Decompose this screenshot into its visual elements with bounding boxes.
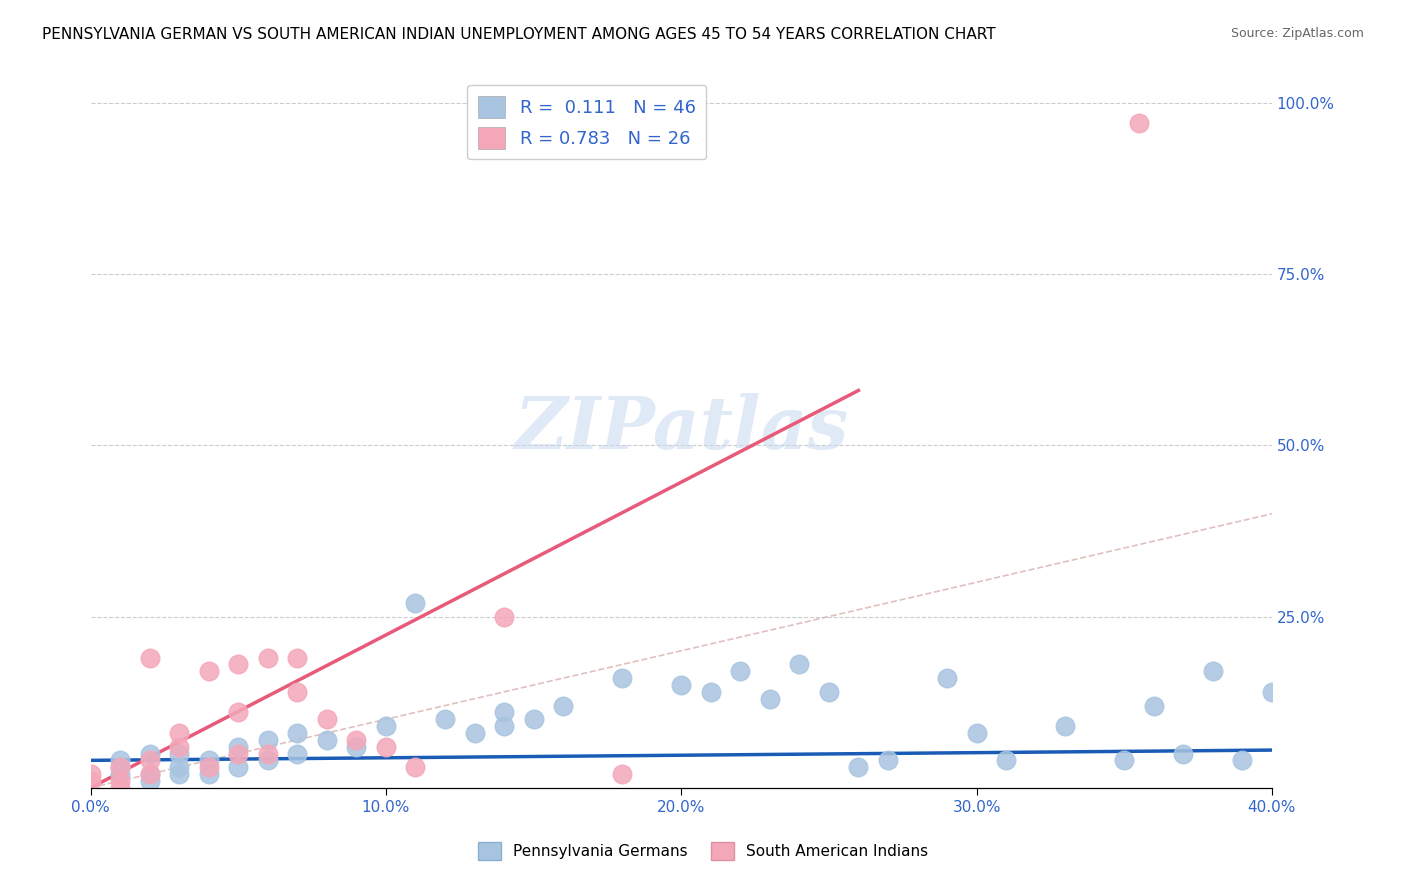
Point: [285, 685, 308, 699]
Point: [523, 712, 546, 726]
Point: [1261, 685, 1284, 699]
Point: [138, 773, 160, 788]
Point: [256, 747, 278, 761]
Point: [818, 685, 841, 699]
Point: [1143, 698, 1166, 713]
Point: [494, 719, 516, 733]
Point: [612, 767, 634, 781]
Point: [344, 732, 367, 747]
Point: [108, 767, 131, 781]
Point: [167, 767, 190, 781]
Point: [256, 732, 278, 747]
Point: [256, 753, 278, 767]
Point: [108, 773, 131, 788]
Point: [936, 671, 959, 685]
Point: [848, 760, 870, 774]
Point: [404, 596, 426, 610]
Point: [1202, 665, 1225, 679]
Point: [108, 760, 131, 774]
Text: ZIPatlas: ZIPatlas: [515, 392, 848, 464]
Legend: Pennsylvania Germans, South American Indians: Pennsylvania Germans, South American Ind…: [472, 836, 934, 866]
Point: [404, 760, 426, 774]
Point: [315, 732, 337, 747]
Point: [226, 739, 249, 754]
Point: [197, 665, 219, 679]
Point: [197, 767, 219, 781]
Point: [197, 753, 219, 767]
Point: [612, 671, 634, 685]
Point: [1173, 747, 1195, 761]
Point: [138, 650, 160, 665]
Point: [79, 773, 101, 788]
Point: [494, 609, 516, 624]
Point: [226, 760, 249, 774]
Point: [167, 726, 190, 740]
Point: [138, 767, 160, 781]
Point: [108, 753, 131, 767]
Point: [138, 747, 160, 761]
Point: [1054, 719, 1077, 733]
Point: [226, 657, 249, 672]
Point: [789, 657, 811, 672]
Point: [494, 706, 516, 720]
Point: [877, 753, 900, 767]
Point: [700, 685, 723, 699]
Point: [138, 767, 160, 781]
Point: [995, 753, 1018, 767]
Point: [197, 760, 219, 774]
Point: [167, 739, 190, 754]
Point: [374, 719, 396, 733]
Point: [285, 726, 308, 740]
Point: [226, 706, 249, 720]
Point: [108, 760, 131, 774]
Text: PENNSYLVANIA GERMAN VS SOUTH AMERICAN INDIAN UNEMPLOYMENT AMONG AGES 45 TO 54 YE: PENNSYLVANIA GERMAN VS SOUTH AMERICAN IN…: [42, 27, 995, 42]
Point: [434, 712, 457, 726]
Point: [167, 760, 190, 774]
Point: [671, 678, 693, 692]
Point: [1232, 753, 1254, 767]
Point: [1114, 753, 1136, 767]
Point: [1128, 116, 1150, 130]
Point: [108, 780, 131, 795]
Point: [79, 767, 101, 781]
Point: [167, 747, 190, 761]
Point: [226, 747, 249, 761]
Point: [730, 665, 752, 679]
Point: [285, 650, 308, 665]
Point: [966, 726, 988, 740]
Point: [138, 753, 160, 767]
Text: Source: ZipAtlas.com: Source: ZipAtlas.com: [1230, 27, 1364, 40]
Point: [285, 747, 308, 761]
Point: [464, 726, 486, 740]
Legend: R =  0.111   N = 46, R = 0.783   N = 26: R = 0.111 N = 46, R = 0.783 N = 26: [467, 85, 706, 160]
Point: [553, 698, 575, 713]
Point: [374, 739, 396, 754]
Point: [344, 739, 367, 754]
Point: [759, 691, 782, 706]
Point: [315, 712, 337, 726]
Point: [256, 650, 278, 665]
